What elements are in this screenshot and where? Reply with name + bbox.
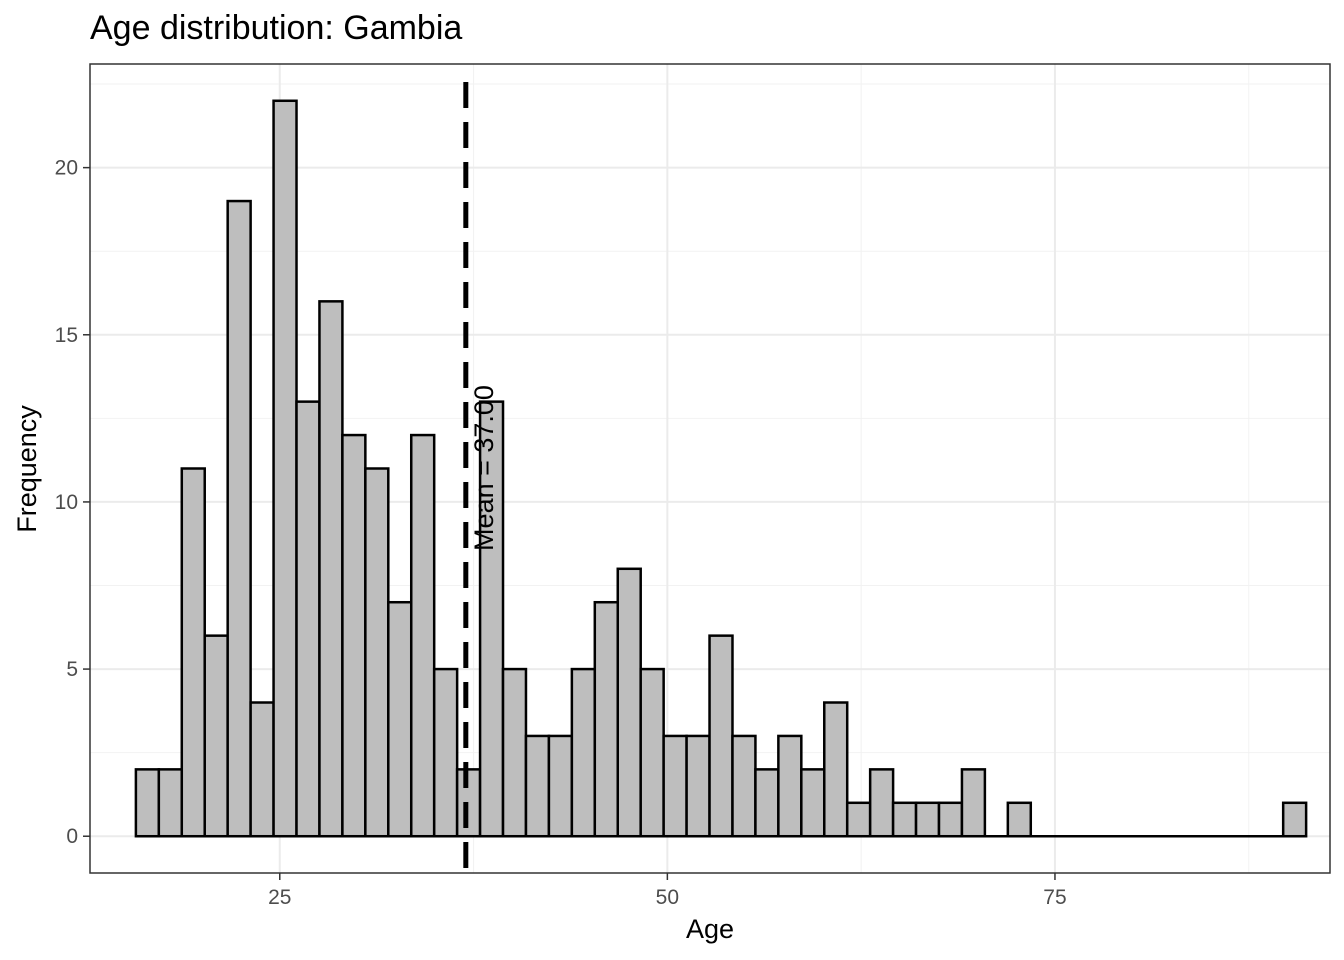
histogram-bar (1006, 801, 1033, 838)
histogram-bars (134, 99, 1308, 838)
histogram-bar (914, 801, 941, 838)
x-tick-label: 50 (656, 886, 679, 909)
histogram-bar (341, 433, 367, 838)
histogram-bar (937, 801, 964, 838)
chart-title: Age distribution: Gambia (90, 9, 462, 47)
histogram-bar (524, 734, 551, 838)
y-axis-title: Frequency (12, 405, 42, 533)
x-tick-label: 25 (268, 886, 291, 909)
mean-annotation: Mean = 37.00 (469, 385, 499, 551)
histogram-bar (754, 768, 780, 838)
histogram-bar (639, 667, 665, 838)
histogram-bar (685, 734, 711, 838)
histogram-bar (662, 734, 688, 838)
histogram-bar (800, 768, 826, 838)
y-tick-label: 5 (66, 658, 78, 681)
histogram-bar (593, 600, 620, 838)
histogram-bar (409, 433, 436, 838)
y-tick-label: 0 (66, 825, 78, 848)
histogram-bar (708, 634, 734, 838)
histogram-bar (731, 734, 757, 838)
histogram-bar (387, 600, 413, 838)
histogram-bar (249, 701, 275, 838)
histogram-bar (364, 467, 390, 838)
x-axis: 25 50 75 (268, 873, 1067, 909)
histogram-bar (501, 667, 528, 838)
histogram-bar (570, 667, 597, 838)
x-tick-label: 75 (1043, 886, 1066, 909)
histogram-bar (203, 634, 229, 838)
histogram-bar (777, 734, 803, 838)
histogram-bar (226, 199, 252, 838)
y-tick-label: 20 (55, 157, 78, 180)
histogram-bar (318, 300, 344, 838)
histogram-bar (272, 99, 298, 838)
plot-panel (89, 63, 1331, 874)
histogram-bar (823, 701, 849, 838)
histogram-bar (616, 567, 642, 838)
histogram-bar (868, 768, 895, 838)
histogram-bar (134, 768, 161, 838)
histogram-bar (180, 467, 206, 838)
y-axis: 0 5 10 15 20 (55, 157, 90, 848)
histogram-bar (455, 768, 482, 838)
histogram-bar (960, 768, 987, 838)
histogram-bar (547, 734, 574, 838)
x-axis-title: Age (686, 914, 734, 944)
y-tick-label: 10 (55, 491, 78, 514)
histogram-bar (295, 400, 321, 838)
histogram-bar (1281, 801, 1308, 838)
histogram-bar (891, 801, 918, 838)
histogram-bar (432, 667, 459, 838)
histogram-bar (157, 768, 184, 838)
histogram-bar (845, 801, 872, 838)
y-tick-label: 15 (55, 324, 78, 347)
